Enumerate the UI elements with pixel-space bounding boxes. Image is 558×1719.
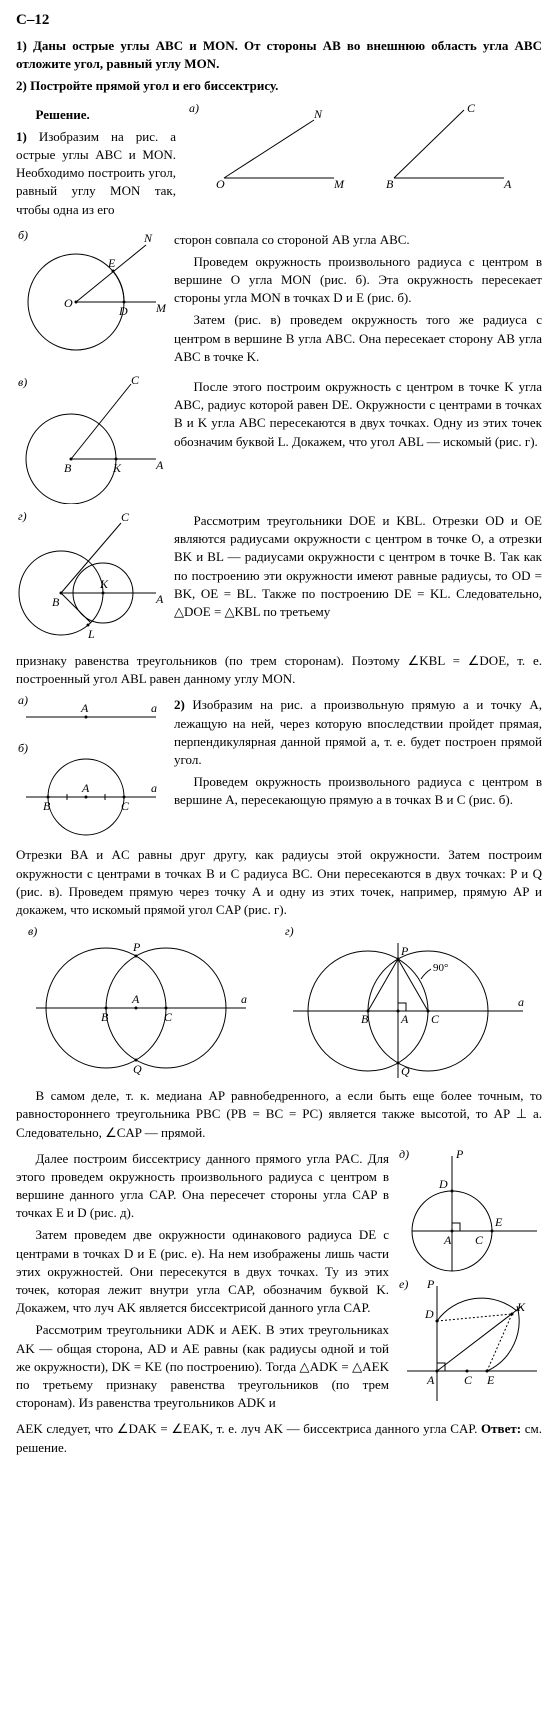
svg-text:P: P [426,1277,435,1291]
figure-a2-b2: а) A a б) A B C a [16,692,166,842]
svg-text:O: O [64,296,73,310]
svg-text:K: K [516,1300,526,1314]
sol2-p4: В самом деле, т. к. медиана AP равнобедр… [16,1087,542,1142]
figure-b1: б) O D M E N [16,227,166,357]
svg-text:P: P [455,1147,464,1161]
svg-text:A: A [503,177,512,190]
svg-text:P: P [400,944,409,958]
svg-text:M: M [155,301,166,315]
svg-text:A: A [81,781,90,795]
svg-text:K: K [112,461,122,475]
figure-v2: в) A B C P Q a [26,923,256,1083]
svg-text:C: C [121,799,130,813]
sol2-p3: Отрезки BA и AC равны друг другу, как ра… [16,846,542,919]
svg-text:a: a [241,992,247,1006]
sol1-p2: Проведем окружность произвольного радиус… [174,253,542,308]
svg-text:D: D [438,1177,448,1191]
sol2-p5: Далее построим биссектрису данного прямо… [16,1150,389,1223]
svg-text:C: C [131,374,140,387]
svg-text:A: A [443,1233,452,1247]
svg-text:D: D [424,1307,434,1321]
svg-text:P: P [132,940,141,954]
svg-text:A: A [155,458,164,472]
svg-text:C: C [121,510,130,524]
svg-text:B: B [361,1012,369,1026]
svg-text:E: E [494,1215,503,1229]
svg-text:a: a [518,995,524,1009]
svg-text:а): а) [18,693,28,707]
figure-g1: г) B K A C L [16,508,166,648]
sol1-p6: признаку равенства треугольников (по тре… [16,652,542,688]
svg-text:90°: 90° [433,962,448,974]
svg-text:C: C [464,1373,473,1387]
svg-text:L: L [87,627,95,641]
svg-text:A: A [131,992,140,1006]
svg-text:C: C [431,1012,440,1026]
svg-text:в): в) [18,375,27,389]
svg-text:A: A [426,1373,435,1387]
svg-text:Q: Q [401,1064,410,1078]
svg-text:A: A [155,592,164,606]
svg-text:е): е) [399,1277,408,1291]
svg-text:C: C [164,1010,173,1024]
problem-2: 2) Постройте прямой угол и его биссектри… [16,77,542,95]
sol1-p1: 1) Изобразим на рис. а острые углы ABC и… [16,128,176,219]
svg-text:A: A [80,701,89,715]
sol1-p3-start: Затем (рис. в) проведем окружность того … [174,311,542,366]
figure-v1: в) B K A C [16,374,166,504]
svg-text:B: B [43,799,51,813]
svg-text:E: E [486,1373,495,1387]
sol1-p1b: сторон совпала со стороной AB угла ABC. [174,231,542,249]
svg-text:a: a [151,781,157,795]
page-title: С–12 [16,10,542,31]
svg-text:B: B [101,1010,109,1024]
svg-text:б): б) [18,741,28,755]
svg-text:а): а) [189,101,199,115]
svg-text:K: K [99,577,109,591]
svg-text:a: a [151,701,157,715]
figure-d-e: д) A C E D P е) [397,1146,542,1406]
solution-heading: Решение. [16,106,176,124]
figure-a: а) O M N B A C [184,100,524,190]
svg-text:B: B [64,461,72,475]
sol2-p8: AEK следует, что ∠DAK = ∠EAK, т. е. луч … [16,1420,542,1456]
svg-text:C: C [467,101,476,115]
svg-text:г): г) [285,924,294,938]
svg-text:B: B [52,595,60,609]
svg-text:A: A [400,1012,409,1026]
svg-text:D: D [118,304,128,318]
svg-text:C: C [475,1233,484,1247]
problem-1: 1) Даны острые углы ABC и MON. От сторон… [16,37,542,73]
svg-text:E: E [107,256,116,270]
sol2-p2: Проведем окружность произвольного радиус… [174,773,542,809]
svg-text:в): в) [28,924,37,938]
svg-text:N: N [143,231,153,245]
svg-text:г): г) [18,509,27,523]
sol2-p1: 2) Изобразим на рис. а произвольную прям… [174,696,542,769]
svg-text:B: B [386,177,394,190]
svg-text:N: N [313,107,323,121]
sol2-p7: Рассмотрим треугольники ADK и AEK. В эти… [16,1321,389,1412]
svg-text:Q: Q [133,1062,142,1076]
sol2-p6: Затем проведем две окружности одинаковог… [16,1226,389,1317]
svg-text:O: O [216,177,225,190]
sol1-p5: Рассмотрим треугольники DOE и KBL. Отрез… [174,512,542,621]
figure-g2: г) A B C P Q 90° a [283,923,533,1083]
svg-text:б): б) [18,228,28,242]
svg-text:M: M [333,177,345,190]
sol1-p4: После этого построим окружность с центро… [174,378,542,451]
svg-text:д): д) [399,1147,409,1161]
